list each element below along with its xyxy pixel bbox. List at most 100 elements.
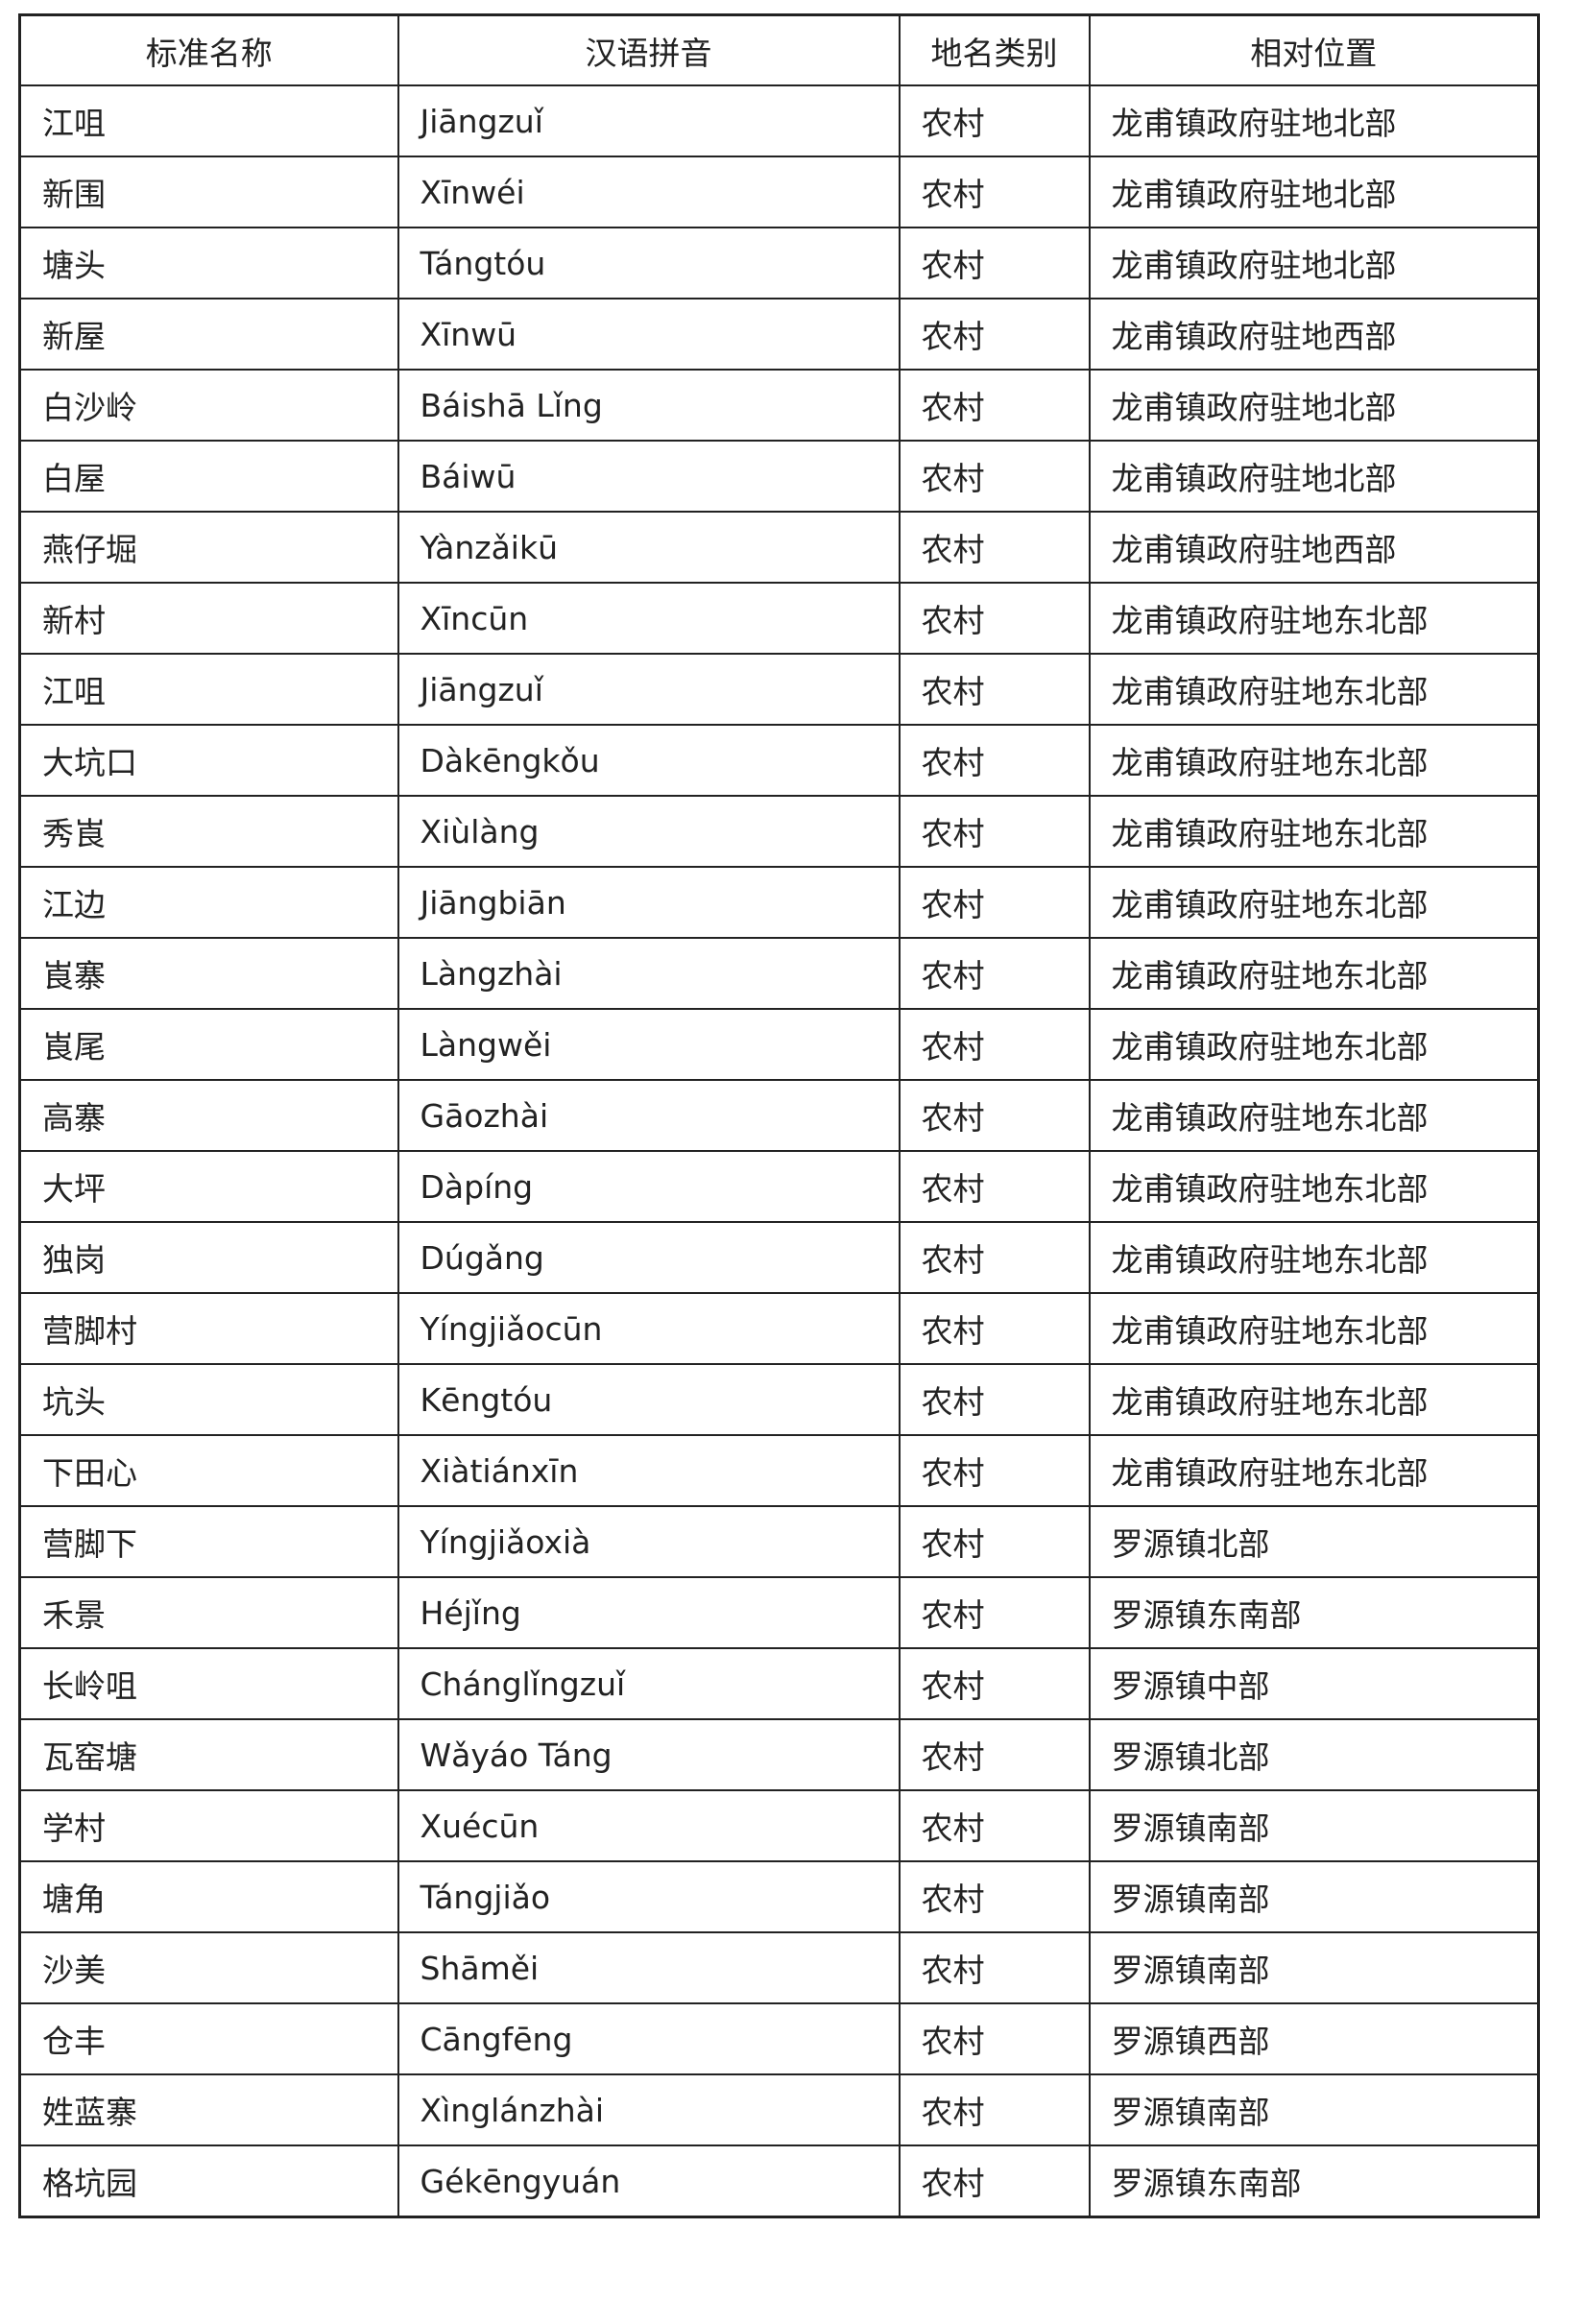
cell-relative-position: 龙甫镇政府驻地东北部 xyxy=(1088,1079,1540,1152)
cell-relative-position: 罗源镇西部 xyxy=(1088,2002,1540,2075)
cell-pinyin: Dàpíng xyxy=(396,1150,901,1223)
cell-category: 农村 xyxy=(898,795,1091,868)
cell-relative-position: 龙甫镇政府驻地东北部 xyxy=(1088,1434,1540,1507)
cell-standard-name: 营脚村 xyxy=(18,1292,399,1365)
table-row: 仓丰 Cāngfēng 农村 罗源镇西部 xyxy=(18,2002,1540,2075)
cell-category: 农村 xyxy=(898,227,1091,299)
cell-category: 农村 xyxy=(898,369,1091,442)
cell-pinyin: Wǎyáo Táng xyxy=(396,1718,901,1791)
cell-relative-position: 罗源镇南部 xyxy=(1088,1860,1540,1933)
table-row: 新屋 Xīnwū 农村 龙甫镇政府驻地西部 xyxy=(18,298,1540,371)
cell-category: 农村 xyxy=(898,156,1091,228)
table-row: 塘头 Tángtóu 农村 龙甫镇政府驻地北部 xyxy=(18,227,1540,299)
cell-pinyin: Tángtóu xyxy=(396,227,901,299)
cell-category: 农村 xyxy=(898,1576,1091,1649)
cell-standard-name: 姓蓝寨 xyxy=(18,2073,399,2146)
cell-relative-position: 龙甫镇政府驻地西部 xyxy=(1088,511,1540,584)
cell-category: 农村 xyxy=(898,1647,1091,1720)
cell-pinyin: Xīncūn xyxy=(396,582,901,655)
cell-pinyin: Jiāngbiān xyxy=(396,866,901,939)
cell-relative-position: 龙甫镇政府驻地北部 xyxy=(1088,84,1540,157)
table-row: 大坑口 Dàkēngkǒu 农村 龙甫镇政府驻地东北部 xyxy=(18,724,1540,797)
cell-category: 农村 xyxy=(898,1292,1091,1365)
cell-standard-name: 大坑口 xyxy=(18,724,399,797)
cell-standard-name: 长岭咀 xyxy=(18,1647,399,1720)
cell-category: 农村 xyxy=(898,2144,1091,2218)
cell-standard-name: 大坪 xyxy=(18,1150,399,1223)
cell-pinyin: Cāngfēng xyxy=(396,2002,901,2075)
cell-category: 农村 xyxy=(898,2073,1091,2146)
cell-standard-name: 江咀 xyxy=(18,84,399,157)
table-row: 白屋 Báiwū 农村 龙甫镇政府驻地北部 xyxy=(18,440,1540,513)
header-standard-name: 标准名称 xyxy=(18,13,399,86)
cell-standard-name: 崀尾 xyxy=(18,1008,399,1081)
cell-relative-position: 罗源镇东南部 xyxy=(1088,1576,1540,1649)
header-pinyin: 汉语拼音 xyxy=(396,13,901,86)
table-row: 江边 Jiāngbiān 农村 龙甫镇政府驻地东北部 xyxy=(18,866,1540,939)
cell-standard-name: 仓丰 xyxy=(18,2002,399,2075)
cell-standard-name: 下田心 xyxy=(18,1434,399,1507)
cell-standard-name: 秀崀 xyxy=(18,795,399,868)
table-row: 瓦窑塘 Wǎyáo Táng 农村 罗源镇北部 xyxy=(18,1718,1540,1791)
cell-standard-name: 沙美 xyxy=(18,1931,399,2004)
cell-standard-name: 塘头 xyxy=(18,227,399,299)
cell-standard-name: 格坑园 xyxy=(18,2144,399,2218)
cell-category: 农村 xyxy=(898,298,1091,371)
cell-standard-name: 新村 xyxy=(18,582,399,655)
cell-category: 农村 xyxy=(898,440,1091,513)
cell-pinyin: Xīnwū xyxy=(396,298,901,371)
cell-standard-name: 营脚下 xyxy=(18,1505,399,1578)
table-row: 禾景 Héjǐng 农村 罗源镇东南部 xyxy=(18,1576,1540,1649)
cell-standard-name: 高寨 xyxy=(18,1079,399,1152)
cell-relative-position: 罗源镇中部 xyxy=(1088,1647,1540,1720)
cell-pinyin: Xiùlàng xyxy=(396,795,901,868)
table-row: 学村 Xuécūn 农村 罗源镇南部 xyxy=(18,1789,1540,1862)
cell-category: 农村 xyxy=(898,1363,1091,1436)
cell-category: 农村 xyxy=(898,1860,1091,1933)
cell-category: 农村 xyxy=(898,724,1091,797)
header-category: 地名类别 xyxy=(898,13,1091,86)
cell-pinyin: Xuécūn xyxy=(396,1789,901,1862)
cell-relative-position: 罗源镇南部 xyxy=(1088,1931,1540,2004)
cell-pinyin: Kēngtóu xyxy=(396,1363,901,1436)
cell-relative-position: 龙甫镇政府驻地东北部 xyxy=(1088,1221,1540,1294)
cell-standard-name: 燕仔堀 xyxy=(18,511,399,584)
cell-relative-position: 龙甫镇政府驻地北部 xyxy=(1088,369,1540,442)
cell-category: 农村 xyxy=(898,84,1091,157)
table-row: 长岭咀 Chánglǐngzuǐ 农村 罗源镇中部 xyxy=(18,1647,1540,1720)
cell-standard-name: 独岗 xyxy=(18,1221,399,1294)
cell-relative-position: 罗源镇南部 xyxy=(1088,1789,1540,1862)
table-row: 燕仔堀 Yànzǎikū 农村 龙甫镇政府驻地西部 xyxy=(18,511,1540,584)
cell-standard-name: 崀寨 xyxy=(18,937,399,1010)
cell-pinyin: Jiāngzuǐ xyxy=(396,84,901,157)
table-row: 新围 Xīnwéi 农村 龙甫镇政府驻地北部 xyxy=(18,156,1540,228)
cell-standard-name: 新围 xyxy=(18,156,399,228)
cell-pinyin: Héjǐng xyxy=(396,1576,901,1649)
cell-pinyin: Xiàtiánxīn xyxy=(396,1434,901,1507)
cell-relative-position: 龙甫镇政府驻地东北部 xyxy=(1088,1363,1540,1436)
table-row: 格坑园 Gékēngyuán 农村 罗源镇东南部 xyxy=(18,2144,1540,2218)
cell-relative-position: 龙甫镇政府驻地东北部 xyxy=(1088,866,1540,939)
table-row: 高寨 Gāozhài 农村 龙甫镇政府驻地东北部 xyxy=(18,1079,1540,1152)
cell-pinyin: Làngzhài xyxy=(396,937,901,1010)
cell-category: 农村 xyxy=(898,1718,1091,1791)
place-names-table: 标准名称 汉语拼音 地名类别 相对位置 江咀 Jiāngzuǐ 农村 龙甫镇政府驻地北… xyxy=(18,13,1540,2218)
header-relative-position: 相对位置 xyxy=(1088,13,1540,86)
cell-relative-position: 龙甫镇政府驻地东北部 xyxy=(1088,937,1540,1010)
cell-category: 农村 xyxy=(898,511,1091,584)
cell-pinyin: Yíngjiǎocūn xyxy=(396,1292,901,1365)
table-row: 营脚村 Yíngjiǎocūn 农村 龙甫镇政府驻地东北部 xyxy=(18,1292,1540,1365)
table-row: 下田心 Xiàtiánxīn 农村 龙甫镇政府驻地东北部 xyxy=(18,1434,1540,1507)
cell-relative-position: 龙甫镇政府驻地东北部 xyxy=(1088,724,1540,797)
table-row: 江咀 Jiāngzuǐ 农村 龙甫镇政府驻地东北部 xyxy=(18,653,1540,726)
cell-relative-position: 龙甫镇政府驻地东北部 xyxy=(1088,582,1540,655)
cell-category: 农村 xyxy=(898,582,1091,655)
cell-standard-name: 学村 xyxy=(18,1789,399,1862)
cell-pinyin: Gékēngyuán xyxy=(396,2144,901,2218)
cell-relative-position: 罗源镇北部 xyxy=(1088,1505,1540,1578)
cell-relative-position: 龙甫镇政府驻地东北部 xyxy=(1088,653,1540,726)
cell-relative-position: 罗源镇南部 xyxy=(1088,2073,1540,2146)
table-header-row: 标准名称 汉语拼音 地名类别 相对位置 xyxy=(18,13,1540,86)
cell-pinyin: Jiāngzuǐ xyxy=(396,653,901,726)
cell-pinyin: Báishā Lǐng xyxy=(396,369,901,442)
